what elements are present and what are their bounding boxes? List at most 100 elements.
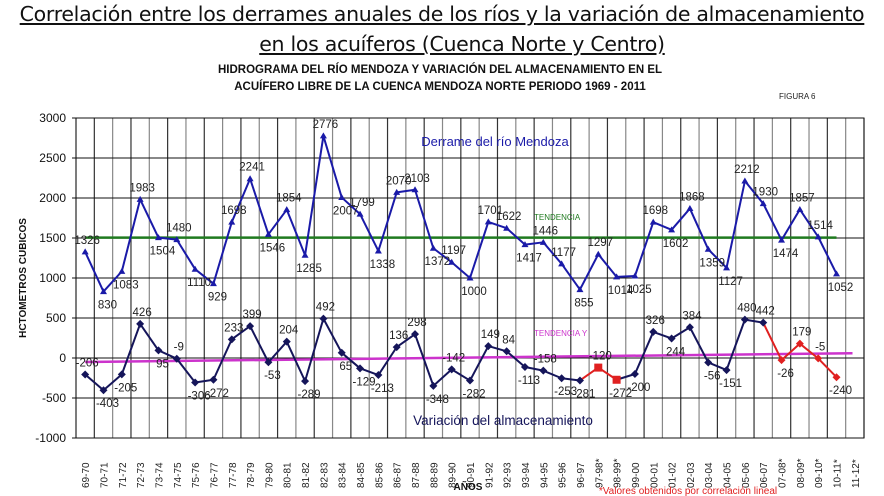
data-label: 2212 bbox=[734, 164, 760, 176]
x-tick-label: 99-00 bbox=[631, 462, 642, 488]
data-label: 1372 bbox=[425, 256, 451, 268]
x-tick-label: 96-97 bbox=[576, 462, 587, 488]
data-label: -205 bbox=[114, 382, 137, 394]
x-tick-label: 08-09* bbox=[796, 458, 807, 488]
series-line-segment bbox=[84, 373, 105, 391]
series-line-segment bbox=[304, 318, 325, 382]
x-tick-label: 09-10* bbox=[814, 458, 825, 488]
data-label: -9 bbox=[174, 342, 184, 354]
series-line-segment bbox=[688, 208, 710, 250]
series-line-segment bbox=[414, 333, 435, 387]
data-point-marker bbox=[466, 274, 474, 281]
data-label: 1127 bbox=[718, 276, 743, 288]
data-label: 1285 bbox=[296, 263, 322, 275]
series-line-segment bbox=[102, 373, 123, 391]
series-line-segment bbox=[139, 198, 160, 239]
page-title-line1: Correlación entre los derrames anuales d… bbox=[19, 2, 865, 26]
series-line-segment bbox=[175, 358, 196, 384]
series-line-segment bbox=[322, 135, 343, 198]
data-label: 179 bbox=[792, 327, 811, 339]
data-point-marker bbox=[594, 250, 602, 257]
series-line-segment bbox=[762, 203, 783, 241]
series-line-segment bbox=[744, 180, 764, 205]
series-line-segment bbox=[469, 221, 490, 279]
y-tick-label: 3000 bbox=[39, 111, 66, 125]
data-point-marker bbox=[741, 177, 749, 184]
data-point-marker bbox=[246, 322, 255, 331]
data-label: 1698 bbox=[221, 205, 247, 217]
series-line-segment bbox=[285, 209, 306, 256]
data-label: 426 bbox=[133, 307, 152, 319]
data-label: 2007 bbox=[333, 205, 359, 217]
data-label: -306 bbox=[188, 390, 211, 402]
data-point-marker bbox=[503, 224, 511, 231]
data-label: 233 bbox=[224, 322, 243, 334]
y-tick-label: 1500 bbox=[39, 231, 66, 245]
data-label: 2776 bbox=[313, 119, 339, 131]
data-point-marker bbox=[575, 376, 584, 385]
page-title-line2: en los acuíferos (Cuenca Norte y Centro) bbox=[259, 32, 665, 56]
data-point-marker bbox=[685, 323, 694, 332]
data-label: 830 bbox=[98, 300, 117, 312]
data-label: 1983 bbox=[129, 182, 155, 194]
data-point-marker bbox=[264, 230, 272, 237]
data-label: 1698 bbox=[642, 205, 668, 217]
data-point-marker bbox=[613, 273, 621, 280]
x-tick-label: 76-77 bbox=[209, 462, 220, 488]
data-point-marker bbox=[173, 236, 181, 243]
data-point-marker bbox=[301, 251, 309, 258]
series-line-segment bbox=[120, 323, 142, 375]
x-tick-label: 90-91 bbox=[466, 462, 477, 488]
x-tick-label: 85-86 bbox=[374, 462, 385, 488]
data-label: -240 bbox=[829, 385, 852, 397]
data-label: 855 bbox=[574, 298, 593, 310]
data-point-marker bbox=[246, 175, 254, 182]
data-label: 204 bbox=[279, 325, 299, 337]
data-label: 65 bbox=[339, 361, 352, 373]
data-label: 442 bbox=[756, 306, 775, 318]
data-label: 1857 bbox=[789, 192, 815, 204]
x-tick-label: 98-99* bbox=[613, 458, 624, 488]
series-line-segment bbox=[689, 326, 710, 363]
data-label: 1799 bbox=[349, 197, 375, 209]
x-tick-label: 70-71 bbox=[99, 462, 110, 488]
y-axis-label: HCTOMETROS CUBICOS bbox=[18, 218, 29, 338]
series-line-segment bbox=[158, 349, 178, 360]
series-line-segment bbox=[542, 241, 563, 265]
x-tick-label: 78-79 bbox=[246, 462, 257, 488]
x-tick-label: 84-85 bbox=[356, 462, 367, 488]
series-line-segment bbox=[505, 350, 526, 368]
data-point-marker bbox=[814, 354, 823, 363]
data-label: -348 bbox=[426, 394, 449, 406]
data-label: 326 bbox=[646, 315, 665, 327]
x-tick-label: 05-06 bbox=[741, 462, 752, 488]
data-point-marker bbox=[814, 233, 822, 240]
x-tick-label: 03-04 bbox=[704, 462, 715, 488]
data-point-marker bbox=[264, 358, 273, 367]
data-point-marker bbox=[356, 210, 364, 217]
y-tick-label: 2500 bbox=[39, 151, 66, 165]
data-label: 1514 bbox=[807, 220, 833, 232]
series-line-segment bbox=[341, 352, 361, 370]
series-line-segment bbox=[616, 275, 635, 278]
data-label: 1052 bbox=[828, 282, 854, 294]
series-line-segment bbox=[212, 221, 233, 284]
data-point-marker bbox=[759, 318, 768, 327]
data-point-marker bbox=[594, 363, 603, 372]
data-label: 2103 bbox=[404, 173, 430, 185]
x-tick-label: 74-75 bbox=[173, 462, 184, 488]
series-line-segment bbox=[267, 341, 288, 363]
x-tick-label: 11-12* bbox=[851, 459, 862, 488]
series-line-segment bbox=[817, 236, 838, 275]
data-point-marker bbox=[447, 365, 456, 374]
series-line-segment bbox=[359, 367, 379, 376]
chart-title-line1: HIDROGRAMA DEL RÍO MENDOZA Y VARIACIÓN D… bbox=[217, 64, 663, 76]
series-label: Derrame del río Mendoza bbox=[421, 134, 569, 149]
data-point-marker bbox=[502, 347, 511, 356]
series-line-segment bbox=[652, 330, 672, 340]
data-label: 1417 bbox=[516, 253, 542, 265]
data-label: -26 bbox=[777, 368, 794, 380]
x-tick-label: 06-07 bbox=[759, 462, 770, 488]
series-line-segment bbox=[817, 357, 838, 378]
series-line-segment bbox=[359, 213, 380, 252]
